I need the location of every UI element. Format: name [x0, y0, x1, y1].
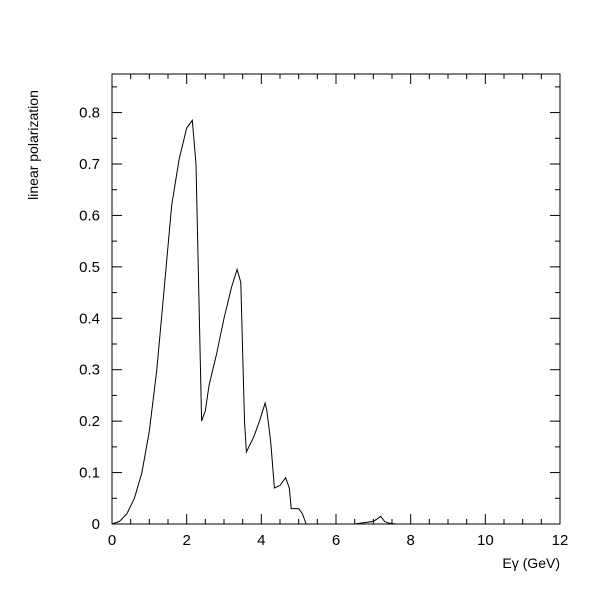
x-tick-label: 8: [406, 532, 414, 549]
y-tick-label: 0.5: [79, 259, 100, 276]
x-tick-label: 4: [257, 532, 265, 549]
x-axis-title: Eγ (GeV): [502, 555, 560, 571]
y-tick-label: 0: [92, 516, 100, 533]
x-axis-ticks: [111, 74, 561, 524]
series-line: [111, 118, 396, 525]
y-tick-label: 0.7: [79, 156, 100, 173]
y-tick-label: 0.2: [79, 413, 100, 430]
y-tick-label: 0.6: [79, 207, 100, 224]
x-axis-tick-labels: 0 2 4 6 8 10 12: [108, 532, 569, 549]
x-tick-label: 0: [108, 532, 116, 549]
x-tick-label: 6: [332, 532, 340, 549]
y-axis-title: linear polarization: [25, 90, 41, 200]
y-axis-tick-labels: 0 0.1 0.2 0.3 0.4 0.5 0.6 0.7 0.8: [79, 105, 100, 533]
x-tick-label: 10: [477, 532, 494, 549]
x-tick-label: 12: [552, 532, 569, 549]
y-tick-label: 0.1: [79, 465, 100, 482]
y-tick-label: 0.8: [79, 105, 100, 122]
y-axis-ticks: [112, 86, 560, 525]
y-tick-label: 0.4: [79, 310, 100, 327]
plot-frame: [111, 73, 561, 525]
y-tick-label: 0.3: [79, 362, 100, 379]
x-tick-label: 2: [182, 532, 190, 549]
